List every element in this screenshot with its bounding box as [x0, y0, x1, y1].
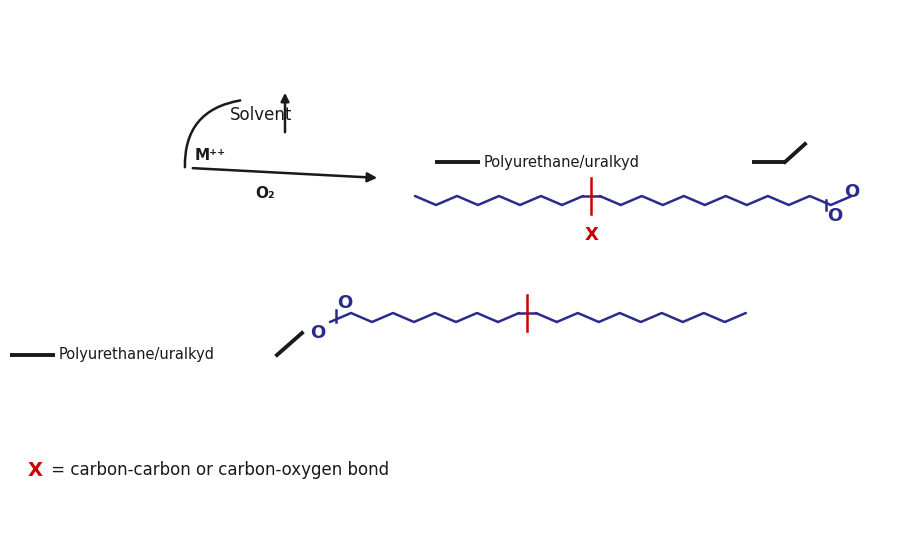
Text: O: O — [844, 183, 860, 201]
Text: = carbon-carbon or carbon-oxygen bond: = carbon-carbon or carbon-oxygen bond — [46, 461, 389, 479]
Text: O: O — [310, 324, 326, 342]
Text: Polyurethane/uralkyd: Polyurethane/uralkyd — [59, 348, 215, 362]
Text: M⁺⁺: M⁺⁺ — [195, 148, 226, 163]
Text: Polyurethane/uralkyd: Polyurethane/uralkyd — [484, 155, 640, 169]
Text: O: O — [827, 207, 842, 225]
Text: Solvent: Solvent — [230, 106, 292, 124]
Text: X: X — [28, 460, 43, 480]
Text: O: O — [338, 294, 353, 312]
Text: O₂: O₂ — [255, 186, 274, 201]
Text: X: X — [584, 226, 598, 244]
